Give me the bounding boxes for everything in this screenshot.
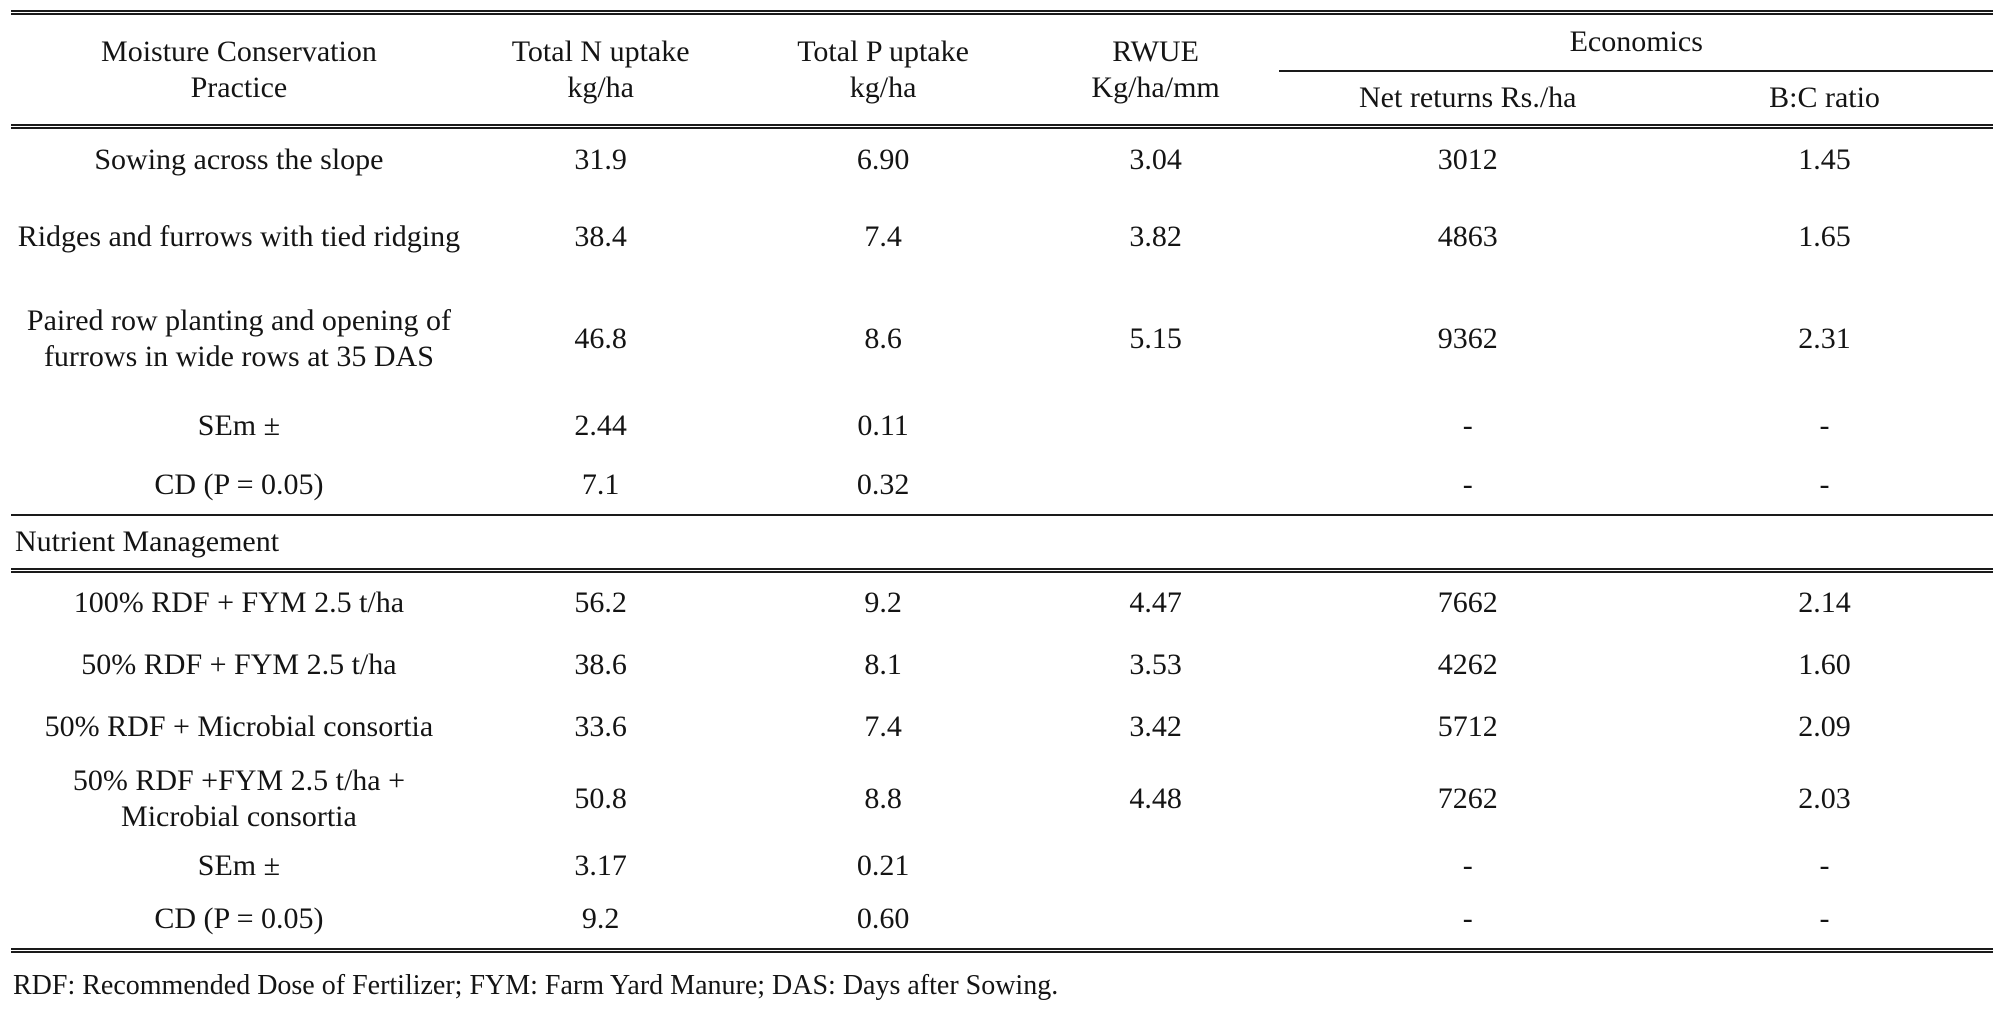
section-header-row: Nutrient Management [11,513,1993,573]
value-cell: 3.42 [1129,709,1182,743]
table-row: 50% RDF + FYM 2.5 t/ha 38.6 8.1 3.53 4262 1.6… [11,633,1993,697]
value-cell: - [1462,468,1473,501]
value-cell: 2.03 [1798,781,1851,815]
value-cell: 8.8 [864,781,902,815]
value-cell: 0.60 [856,902,910,936]
value-cell: 8.1 [864,647,902,681]
value-cell: 50.8 [574,781,627,815]
value-cell: 2.31 [1798,321,1851,355]
value-cell: - [1462,902,1473,936]
value-cell: 3.53 [1129,647,1182,681]
value-cell: 4.48 [1129,781,1182,815]
row-label: Ridges and furrows with tied ridging [17,219,461,253]
row-label: SEm ± [197,408,281,442]
table-row: CD (P = 0.05) 9.2 0.60 - - [11,891,1993,951]
value-cell: 4262 [1437,647,1498,681]
table-row: SEm ± 3.17 0.21 - - [11,841,1993,891]
row-label: SEm ± [197,848,281,882]
value-cell: 0.32 [856,468,910,501]
value-cell: 3.82 [1129,219,1182,253]
value-cell: 56.2 [574,585,627,619]
row-label: 50% RDF +FYM 2.5 t/ha + Microbial consor… [72,763,406,833]
value-cell: 33.6 [574,709,627,743]
value-cell: 38.6 [574,647,627,681]
value-cell [1032,395,1280,457]
value-cell: 0.21 [856,848,910,882]
value-cell: 1.45 [1798,142,1851,176]
value-cell: 2.14 [1798,585,1851,619]
value-cell: 3012 [1437,142,1498,176]
value-cell: 7.4 [864,219,902,253]
value-cell: 0.11 [857,408,909,442]
value-cell: 9.2 [864,585,902,619]
value-cell: - [1819,408,1830,442]
header-net-returns: Net returns Rs./ha [1279,70,1657,129]
header-n-uptake: Total N uptake kg/ha [466,12,735,129]
row-label: 50% RDF + FYM 2.5 t/ha [81,647,397,681]
value-cell: 46.8 [574,321,627,355]
value-cell: 3.04 [1129,142,1182,176]
value-cell: 7.4 [864,709,902,743]
value-cell: 9.2 [581,902,620,936]
header-row-top: Moisture Conservation Practice Total N u… [11,12,1993,129]
row-label: Paired row planting and opening of furro… [26,303,451,373]
row-label: 100% RDF + FYM 2.5 t/ha [73,585,405,619]
value-cell: 2.09 [1798,709,1851,743]
section-label: Nutrient Management [11,513,1993,573]
value-cell: - [1462,848,1473,882]
value-cell: 4.47 [1129,585,1182,619]
table-row: 100% RDF + FYM 2.5 t/ha 56.2 9.2 4.47 7662 2.… [11,571,1993,633]
value-cell: 5.15 [1129,321,1182,355]
table-body: Sowing across the slope 31.9 6.90 3.04 3012 1… [11,127,1993,951]
value-cell [1032,457,1280,515]
value-cell: - [1819,848,1830,882]
header-row-sub: Net returns Rs./ha B:C ratio [11,70,1993,129]
row-label: 50% RDF + Microbial consortia [44,709,434,743]
table-row: Ridges and furrows with tied ridging 38.4… [11,191,1993,283]
value-cell: 2.44 [574,408,627,442]
value-cell: 8.6 [864,321,902,355]
value-cell: 1.65 [1798,219,1851,253]
value-cell [1032,891,1280,951]
value-cell: 31.9 [574,142,627,176]
header-practice: Moisture Conservation Practice [11,12,467,129]
header-rwue: RWUE Kg/ha/mm [1031,12,1280,129]
results-table: Moisture Conservation Practice Total N u… [11,10,1993,953]
table-row: SEm ± 2.44 0.11 - - [11,395,1993,457]
value-cell: 7262 [1437,781,1498,815]
row-label: CD (P = 0.05) [154,902,324,936]
value-cell: 7.1 [581,468,620,501]
value-cell: - [1819,902,1830,936]
row-label: Sowing across the slope [94,142,384,176]
value-cell: 4863 [1437,219,1498,253]
value-cell: - [1819,468,1830,501]
table-header: Moisture Conservation Practice Total N u… [11,12,1993,129]
row-label: CD (P = 0.05) [154,468,324,501]
value-cell: 1.60 [1798,647,1851,681]
footnote: RDF: Recommended Dose of Fertilizer; FYM… [13,970,1059,1001]
value-cell [1032,841,1280,891]
value-cell: 3.17 [574,848,627,882]
header-p-uptake: Total P uptake kg/ha [734,12,1032,129]
value-cell: 38.4 [574,219,627,253]
table-row: CD (P = 0.05) 7.1 0.32 - - [11,457,1993,515]
header-economics: Economics [1279,12,1993,72]
table-row: Paired row planting and opening of furro… [11,283,1993,395]
table-row: 50% RDF +FYM 2.5 t/ha + Microbial consor… [11,757,1993,841]
header-bc-ratio: B:C ratio [1656,70,1993,129]
value-cell: 7662 [1437,585,1498,619]
table-row: Sowing across the slope 31.9 6.90 3.04 3012 1… [11,127,1993,191]
value-cell: 9362 [1437,321,1498,355]
value-cell: 5712 [1437,709,1498,743]
table-row: 50% RDF + Microbial consortia 33.6 7.4 3.42… [11,697,1993,757]
value-cell: - [1462,408,1473,442]
value-cell: 6.90 [856,142,910,176]
